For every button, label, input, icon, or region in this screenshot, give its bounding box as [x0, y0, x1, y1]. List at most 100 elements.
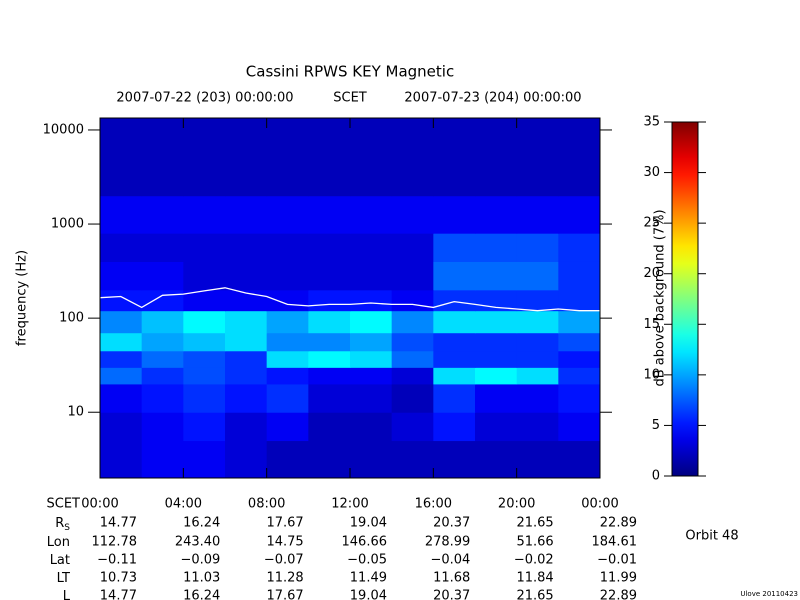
spectrogram-cell [100, 233, 143, 262]
spectrogram-cell [308, 233, 351, 262]
spectrogram-cell [350, 383, 393, 413]
colorbar [671, 121, 699, 477]
spectrogram-cell [225, 350, 268, 368]
spectrogram-cell [308, 383, 351, 413]
spectrogram-cell [141, 195, 184, 234]
spectrogram-cell [100, 332, 143, 352]
spectrogram-cell [225, 310, 268, 334]
cyclotron-line [99, 287, 600, 312]
spectrogram-cell [433, 233, 476, 262]
x-tick-label: 08:00 [248, 497, 285, 512]
ephemeris-value: 112.78 [92, 535, 138, 550]
spectrogram-cell [475, 261, 518, 291]
spectrogram-cell [266, 367, 309, 385]
colorbar-tick-label: 25 [643, 216, 660, 231]
spectrogram-cell [475, 440, 518, 479]
spectrogram-cell [225, 440, 268, 479]
ephemeris-value: 184.61 [592, 535, 638, 550]
ephemeris-value: 10.73 [100, 571, 137, 586]
spectrogram-cell [225, 233, 268, 262]
spectrogram-cell [350, 332, 393, 352]
ephemeris-label: SCET [47, 497, 81, 512]
spectrogram-cell [516, 383, 559, 413]
spectrogram-cell [183, 412, 226, 442]
spectrogram-cell [183, 367, 226, 385]
ephemeris-value: 11.03 [183, 571, 220, 586]
spectrogram-cell [183, 440, 226, 479]
spectrogram-cell [350, 310, 393, 334]
ephemeris-value: 146.66 [342, 535, 388, 550]
spectrogram-cell [350, 233, 393, 262]
y-tick-label: 10000 [43, 122, 84, 137]
spectrogram-cell [141, 233, 184, 262]
ephemeris-value: 14.77 [100, 589, 137, 600]
spectrogram-cell [475, 350, 518, 368]
spectrogram-cell [516, 367, 559, 385]
colorbar-tick-label: 15 [643, 317, 660, 332]
ephemeris-value: 19.04 [350, 516, 387, 531]
spectrogram-cell [516, 310, 559, 334]
spectrogram-cell [141, 367, 184, 385]
ephemeris-value: 20.37 [433, 516, 470, 531]
spectrogram-cell [100, 118, 143, 197]
chart-title: Cassini RPWS KEY Magnetic [246, 63, 454, 81]
spectrogram-cell [141, 383, 184, 413]
spectrogram-cell [183, 289, 226, 312]
ephemeris-value: −0.02 [514, 553, 554, 568]
spectrogram-cell [433, 412, 476, 442]
spectrogram-cell [516, 195, 559, 234]
x-tick-label: 00:00 [581, 497, 618, 512]
colorbar-tick-label: 5 [652, 418, 660, 433]
top-label: 2007-07-23 (204) 00:00:00 [404, 91, 581, 106]
ephemeris-label: L [63, 589, 71, 600]
ephemeris-value: 11.84 [516, 571, 553, 586]
spectrogram-cell [391, 195, 434, 234]
ephemeris-label-text: LT [57, 571, 70, 586]
spectrogram-cell [516, 289, 559, 312]
spectrogram-cell [308, 261, 351, 291]
spectrogram-cell [141, 261, 184, 291]
top-label: 2007-07-22 (203) 00:00:00 [116, 91, 293, 106]
spectrogram-cell [558, 118, 601, 197]
spectrogram-cell [350, 440, 393, 479]
spectrogram-cell [308, 412, 351, 442]
spectrogram-cell [433, 383, 476, 413]
ephemeris-value: 17.67 [266, 589, 303, 600]
ephemeris-value: 51.66 [516, 535, 553, 550]
spectrogram-cell [433, 118, 476, 197]
spectrogram-cell [558, 367, 601, 385]
ephemeris-label-text: Lat [50, 553, 70, 568]
spectrogram-cell [516, 118, 559, 197]
spectrogram-cell [433, 310, 476, 334]
ephemeris-label-sub: S [64, 523, 70, 533]
ephemeris-label-text: L [63, 589, 71, 600]
spectrogram-cell [391, 310, 434, 334]
spectrogram-cell [475, 367, 518, 385]
spectrogram-cell [391, 261, 434, 291]
x-tick-label: 04:00 [165, 497, 202, 512]
ephemeris-value: −0.11 [97, 553, 137, 568]
spectrogram-cell [558, 233, 601, 262]
spectrogram-cell [308, 118, 351, 197]
spectrogram-cell [100, 310, 143, 334]
spectrogram-cell [433, 332, 476, 352]
ephemeris-value: −0.04 [430, 553, 470, 568]
ephemeris-value: 16.24 [183, 516, 220, 531]
ephemeris-value: 14.75 [266, 535, 303, 550]
spectrogram-cell [516, 412, 559, 442]
ephemeris-value: 11.99 [600, 571, 637, 586]
colorbar-tick-label: 35 [643, 115, 660, 130]
spectrogram-cell [141, 440, 184, 479]
x-tick-label: 20:00 [498, 497, 535, 512]
spectrogram-cell [100, 289, 143, 312]
spectrogram-cell [433, 350, 476, 368]
spectrogram-cell [558, 440, 601, 479]
spectrogram-cell [391, 383, 434, 413]
ephemeris-label-text: Lon [47, 535, 70, 550]
spectrogram-cell [308, 289, 351, 312]
spectrogram-cell [433, 195, 476, 234]
x-tick-label: 16:00 [415, 497, 452, 512]
spectrogram-cell [475, 332, 518, 352]
top-label: SCET [333, 91, 367, 106]
x-tick-label: 00:00 [81, 497, 118, 512]
